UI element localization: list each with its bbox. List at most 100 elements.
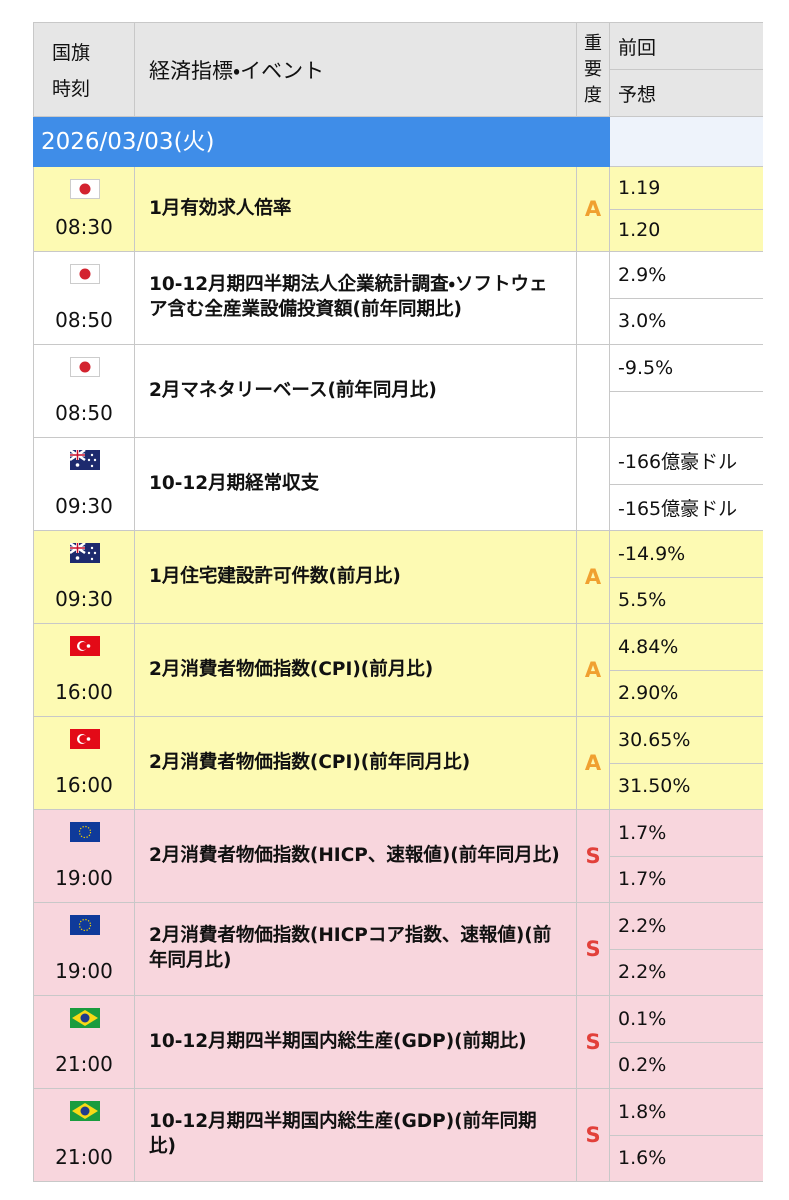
header-previous: 前回: [610, 22, 763, 70]
time: 16:00: [55, 773, 113, 797]
forecast-value: 1.20: [610, 210, 763, 252]
time: 09:30: [55, 494, 113, 518]
event-row: 16:00 2月消費者物価指数(CPI)(前月比) A 4.84% 2.90%: [33, 624, 763, 717]
event-row: 19:00 2月消費者物価指数(HICPコア指数、速報値)(前年同月比) S 2.2%…: [33, 903, 763, 996]
importance: S: [577, 996, 610, 1089]
time: 21:00: [55, 1145, 113, 1169]
event-row: 09:30 10-12月期経常収支 -166億豪ドル -165億豪ドル: [33, 438, 763, 531]
time: 08:50: [55, 401, 113, 425]
event-name: 1月住宅建設許可件数(前月比): [135, 531, 577, 624]
flag-time-cell: 08:50: [33, 345, 135, 438]
time: 08:50: [55, 308, 113, 332]
date-bar-value-cell: [610, 117, 763, 167]
event-name: 2月消費者物価指数(CPI)(前月比): [135, 624, 577, 717]
country-flag: [70, 1008, 100, 1028]
importance: [577, 438, 610, 531]
event-row: 08:50 10-12月期四半期法人企業統計調査・ソフトウェア含む全産業設備投資額…: [33, 252, 763, 345]
previous-value: 1.7%: [610, 810, 763, 857]
flag-time-cell: 16:00: [33, 717, 135, 810]
flag-time-cell: 08:30: [33, 167, 135, 252]
flag-time-cell: 16:00: [33, 624, 135, 717]
flag-time-cell: 09:30: [33, 438, 135, 531]
previous-value: -9.5%: [610, 345, 763, 392]
previous-value: 0.1%: [610, 996, 763, 1043]
header-flag: 国旗: [52, 42, 91, 64]
forecast-value: 1.7%: [610, 857, 763, 903]
country-flag: [70, 450, 100, 470]
forecast-value: [610, 392, 763, 438]
importance: [577, 252, 610, 345]
importance: S: [577, 903, 610, 996]
flag-time-cell: 21:00: [33, 1089, 135, 1182]
forecast-value: 3.0%: [610, 299, 763, 345]
event-row: 16:00 2月消費者物価指数(CPI)(前年同月比) A 30.65% 31.50%: [33, 717, 763, 810]
forecast-value: 5.5%: [610, 578, 763, 624]
country-flag: [70, 729, 100, 749]
header-importance-char: 要: [584, 59, 602, 80]
previous-value: 4.84%: [610, 624, 763, 671]
header-forecast: 予想: [610, 70, 763, 117]
event-name: 2月マネタリーベース(前年同月比): [135, 345, 577, 438]
time: 19:00: [55, 866, 113, 890]
event-name: 10-12月期四半期国内総生産(GDP)(前年同期比): [135, 1089, 577, 1182]
event-row: 19:00 2月消費者物価指数(HICP、速報値)(前年同月比) S 1.7% 1.7%: [33, 810, 763, 903]
time: 21:00: [55, 1052, 113, 1076]
previous-value: 1.19: [610, 167, 763, 210]
event-name: 2月消費者物価指数(HICP、速報値)(前年同月比): [135, 810, 577, 903]
previous-value: 2.9%: [610, 252, 763, 299]
previous-value: 1.8%: [610, 1089, 763, 1136]
forecast-value: 2.90%: [610, 671, 763, 717]
time: 16:00: [55, 680, 113, 704]
event-row: 21:00 10-12月期四半期国内総生産(GDP)(前年同期比) S 1.8% 1.6…: [33, 1089, 763, 1182]
country-flag: [70, 357, 100, 377]
country-flag: [70, 543, 100, 563]
forecast-value: -165億豪ドル: [610, 485, 763, 531]
country-flag: [70, 822, 100, 842]
forecast-value: 0.2%: [610, 1043, 763, 1089]
forecast-value: 31.50%: [610, 764, 763, 810]
forecast-value: 1.6%: [610, 1136, 763, 1182]
previous-value: -14.9%: [610, 531, 763, 578]
country-flag: [70, 636, 100, 656]
country-flag: [70, 264, 100, 284]
event-row: 09:30 1月住宅建設許可件数(前月比) A -14.9% 5.5%: [33, 531, 763, 624]
event-name: 2月消費者物価指数(HICPコア指数、速報値)(前年同月比): [135, 903, 577, 996]
country-flag: [70, 1101, 100, 1121]
flag-time-cell: 08:50: [33, 252, 135, 345]
event-row: 08:30 1月有効求人倍率 A 1.19 1.20: [33, 167, 763, 252]
previous-value: 30.65%: [610, 717, 763, 764]
header-importance-char: 重: [584, 33, 602, 54]
event-name: 2月消費者物価指数(CPI)(前年同月比): [135, 717, 577, 810]
header-importance-char: 度: [584, 85, 602, 106]
event-name: 10-12月期四半期法人企業統計調査・ソフトウェア含む全産業設備投資額(前年同期…: [135, 252, 577, 345]
header-importance: 重要度: [577, 22, 610, 117]
flag-time-cell: 19:00: [33, 903, 135, 996]
importance: [577, 345, 610, 438]
date-bar: 2026/03/03(火): [33, 117, 610, 167]
country-flag: [70, 179, 100, 199]
event-name: 1月有効求人倍率: [135, 167, 577, 252]
header-time: 時刻: [52, 78, 91, 100]
country-flag: [70, 915, 100, 935]
importance: A: [577, 717, 610, 810]
importance: A: [577, 167, 610, 252]
forecast-value: 2.2%: [610, 950, 763, 996]
event-row: 21:00 10-12月期四半期国内総生産(GDP)(前期比) S 0.1% 0.2%: [33, 996, 763, 1089]
time: 09:30: [55, 587, 113, 611]
event-name: 10-12月期経常収支: [135, 438, 577, 531]
time: 19:00: [55, 959, 113, 983]
flag-time-cell: 09:30: [33, 531, 135, 624]
header-flag-time: 国旗 時刻: [33, 22, 135, 117]
header-event: 経済指標・イベント: [135, 22, 577, 117]
event-name: 10-12月期四半期国内総生産(GDP)(前期比): [135, 996, 577, 1089]
flag-time-cell: 19:00: [33, 810, 135, 903]
time: 08:30: [55, 215, 113, 239]
event-row: 08:50 2月マネタリーベース(前年同月比) -9.5%: [33, 345, 763, 438]
importance: S: [577, 810, 610, 903]
importance: A: [577, 531, 610, 624]
importance: A: [577, 624, 610, 717]
previous-value: -166億豪ドル: [610, 438, 763, 485]
flag-time-cell: 21:00: [33, 996, 135, 1089]
previous-value: 2.2%: [610, 903, 763, 950]
